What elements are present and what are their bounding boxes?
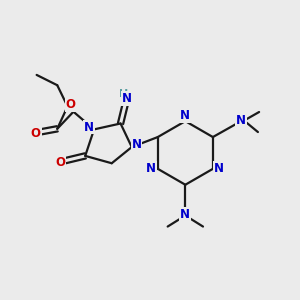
Text: O: O <box>65 98 76 111</box>
Text: H: H <box>119 89 128 99</box>
Text: N: N <box>146 162 156 175</box>
Text: O: O <box>55 156 65 169</box>
Text: N: N <box>131 138 142 151</box>
Text: N: N <box>180 109 190 122</box>
Text: N: N <box>214 162 224 175</box>
Text: N: N <box>180 208 190 221</box>
Text: N: N <box>236 114 246 127</box>
Text: O: O <box>31 127 41 140</box>
Text: N: N <box>122 92 132 105</box>
Text: N: N <box>84 121 94 134</box>
